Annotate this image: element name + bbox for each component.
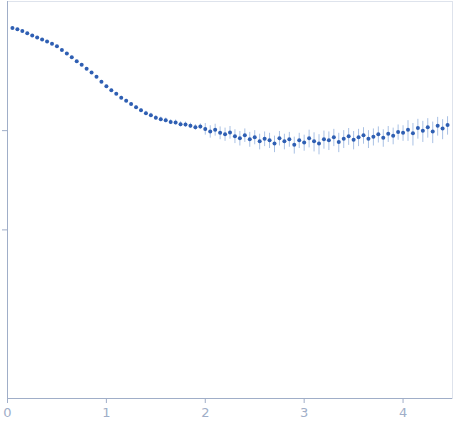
svg-text:0: 0 <box>3 405 11 420</box>
svg-text:3: 3 <box>300 405 308 420</box>
svg-text:4: 4 <box>399 405 407 420</box>
svg-text:1: 1 <box>102 405 110 420</box>
svg-text:2: 2 <box>201 405 209 420</box>
